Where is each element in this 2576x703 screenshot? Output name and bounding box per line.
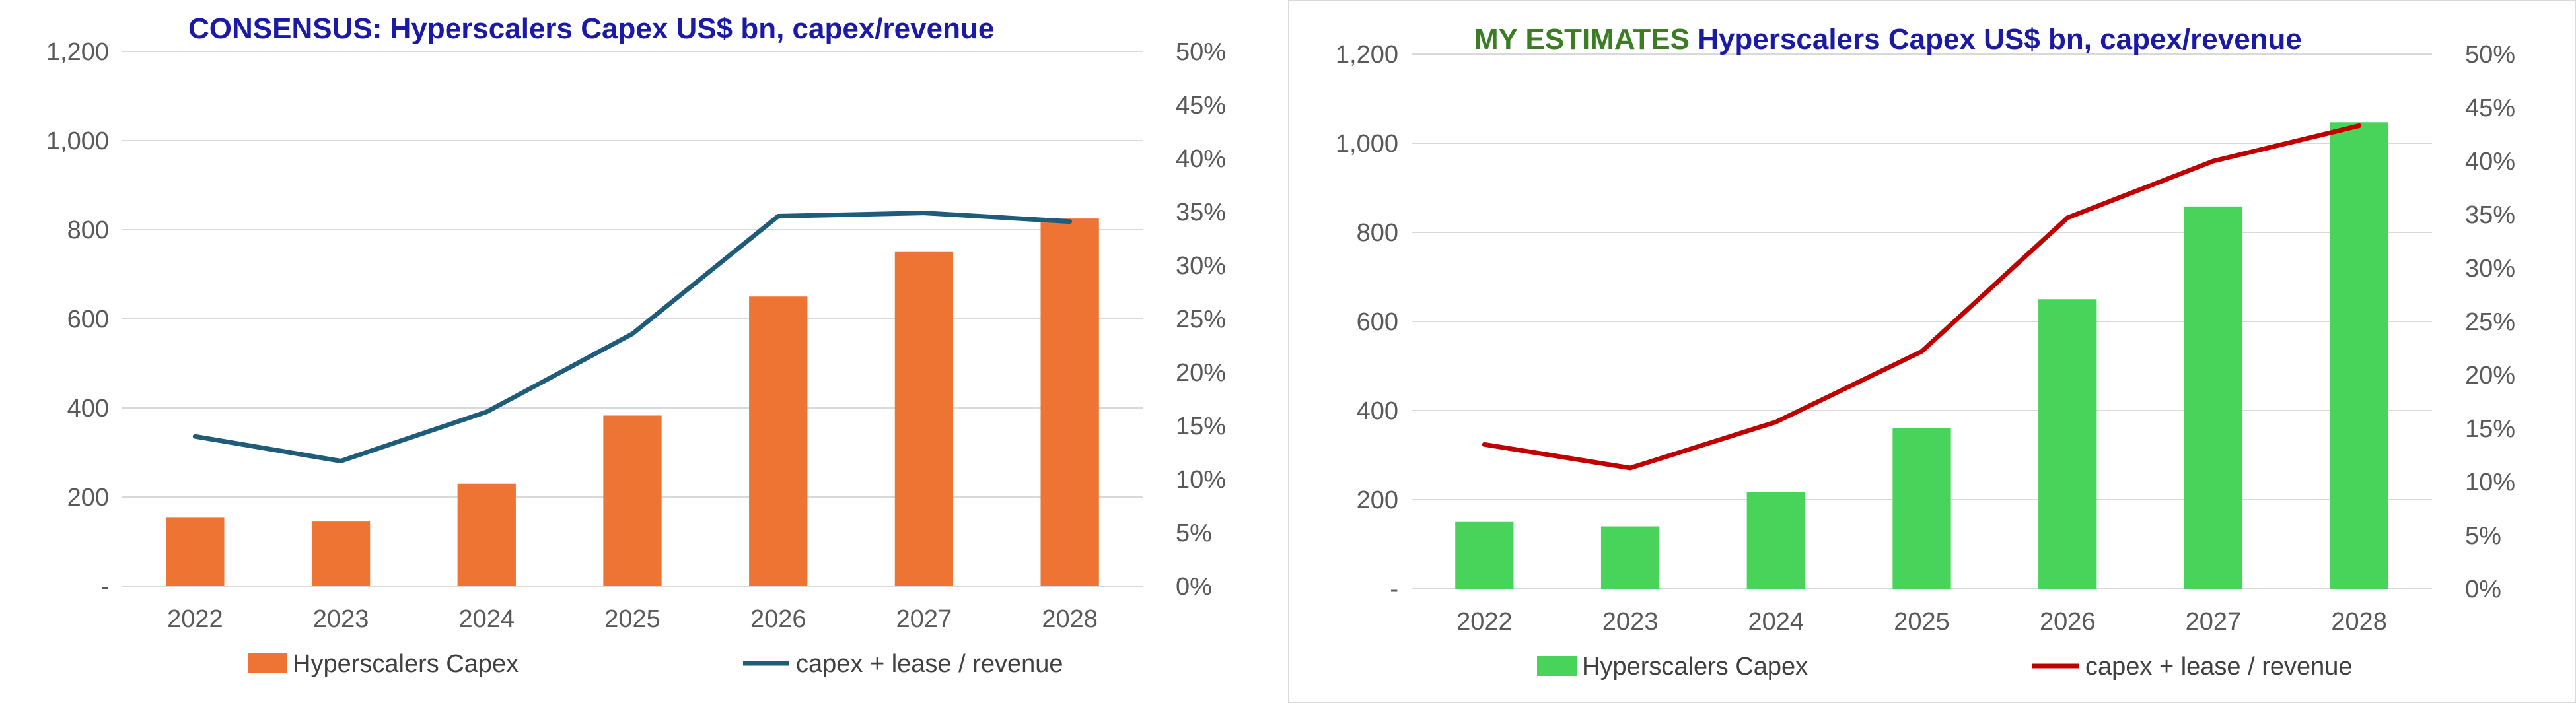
- y-left-tick-label: 800: [1357, 219, 1398, 247]
- y-left-tick-label: -: [1390, 576, 1398, 603]
- bar-2023: [1600, 526, 1660, 589]
- bar-2025: [603, 415, 662, 586]
- y-right-tick-label: 5%: [2465, 522, 2501, 550]
- bar-2026: [2038, 299, 2097, 589]
- x-tick-label: 2023: [313, 605, 369, 633]
- x-tick-label: 2023: [1602, 608, 1659, 636]
- bar-2027: [2184, 206, 2243, 589]
- chart-title-main: Hyperscalers Capex US$ bn, capex/revenue: [1698, 23, 2302, 55]
- x-tick-label: 2025: [1894, 608, 1950, 636]
- y-left-tick-label: 400: [1357, 397, 1398, 425]
- x-tick-label: 2025: [604, 605, 661, 633]
- y-right-tick-label: 0%: [2465, 576, 2501, 603]
- chart-my-estimates: - 200 400 600 800 1,000 1,200 0% 5% 10% 15% 20% 25% 3…: [1336, 23, 2515, 681]
- y-axis-left: - 200 400 600 800 1,000 1,200: [46, 38, 109, 601]
- y-axis-right: 0% 5% 10% 15% 20% 25% 30% 35% 40% 45% 50%: [2465, 41, 2515, 603]
- chart-title-prefix: CONSENSUS:: [188, 13, 390, 45]
- chart-consensus: - 200 400 600 800 1,000 1,200 0% 5% 10% 15% 20% 25% 3…: [46, 13, 1226, 678]
- line-series: [192, 211, 1073, 463]
- chart-panel-my-estimates: - 200 400 600 800 1,000 1,200 0% 5% 10% 15% 20% 25% 3…: [1288, 0, 2576, 703]
- x-tick-label: 2028: [2331, 608, 2387, 636]
- y-axis-right: 0% 5% 10% 15% 20% 25% 30% 35% 40% 45% 50%: [1176, 38, 1226, 601]
- legend-swatch-bar: [1537, 656, 1577, 676]
- chart-title: MY ESTIMATES Hyperscalers Capex US$ bn, …: [1474, 23, 2302, 55]
- x-axis: 2022 2023 2024 2025 2026 2027 2028: [1456, 608, 2387, 636]
- x-tick-label: 2027: [2186, 608, 2242, 636]
- y-right-tick-label: 0%: [1176, 573, 1212, 601]
- chart-panel-consensus: - 200 400 600 800 1,000 1,200 0% 5% 10% 15% 20% 25% 3…: [46, 13, 1227, 678]
- legend-label-line: capex + lease / revenue: [2085, 653, 2353, 681]
- y-left-tick-label: 800: [67, 217, 109, 244]
- bar-series: [166, 218, 1099, 586]
- bar-2022: [1455, 521, 1514, 589]
- y-left-tick-label: 400: [67, 395, 109, 422]
- y-right-tick-label: 20%: [1176, 359, 1226, 387]
- legend: Hyperscalers Capex capex + lease / revenu…: [248, 650, 1063, 678]
- bar-2026: [749, 296, 808, 586]
- y-left-tick-label: 1,000: [46, 127, 109, 155]
- bar-series: [1455, 122, 2388, 589]
- x-tick-label: 2022: [1456, 608, 1513, 636]
- y-right-tick-label: 35%: [1176, 199, 1226, 226]
- y-right-tick-label: 10%: [1176, 466, 1226, 494]
- y-left-tick-label: 1,200: [1336, 41, 1398, 69]
- legend-label-bar: Hyperscalers Capex: [1582, 653, 1808, 681]
- y-axis-left: - 200 400 600 800 1,000 1,200: [1336, 41, 1398, 603]
- x-tick-label: 2028: [1042, 605, 1098, 633]
- x-axis: 2022 2023 2024 2025 2026 2027 2028: [167, 605, 1098, 633]
- line-series: [1482, 123, 2362, 471]
- x-tick-label: 2024: [1748, 608, 1805, 636]
- y-right-tick-label: 15%: [1176, 413, 1226, 440]
- y-right-tick-label: 10%: [2465, 469, 2515, 496]
- y-right-tick-label: 40%: [1176, 145, 1226, 173]
- gridlines: [122, 51, 1143, 587]
- bar-2023: [311, 521, 371, 586]
- bar-2024: [457, 483, 516, 586]
- chart-title-main: Hyperscalers Capex US$ bn, capex/revenue: [390, 13, 995, 45]
- y-right-tick-label: 35%: [2465, 201, 2515, 229]
- y-left-tick-label: 600: [1357, 308, 1398, 336]
- y-right-tick-label: 30%: [2465, 255, 2515, 283]
- chart-title: CONSENSUS: Hyperscalers Capex US$ bn, ca…: [188, 13, 994, 45]
- y-left-tick-label: 600: [67, 306, 109, 333]
- bar-2024: [1746, 492, 1805, 589]
- y-right-tick-label: 15%: [2465, 415, 2515, 443]
- x-tick-label: 2026: [750, 605, 806, 633]
- x-tick-label: 2022: [167, 605, 223, 633]
- x-tick-label: 2026: [2040, 608, 2096, 636]
- y-left-tick-label: 200: [1357, 486, 1398, 514]
- gridlines: [1412, 53, 2432, 589]
- y-right-tick-label: 50%: [2465, 41, 2515, 69]
- bar-2028: [1040, 218, 1099, 586]
- bar-2022: [166, 517, 225, 586]
- y-right-tick-label: 50%: [1176, 38, 1226, 66]
- y-right-tick-label: 45%: [2465, 94, 2515, 122]
- bar-2027: [894, 251, 954, 586]
- y-left-tick-label: 200: [67, 484, 109, 512]
- y-left-tick-label: -: [100, 573, 109, 601]
- bar-2025: [1892, 428, 1951, 589]
- y-right-tick-label: 25%: [2465, 308, 2515, 336]
- y-left-tick-label: 1,000: [1336, 130, 1398, 158]
- chart-title-prefix: MY ESTIMATES: [1474, 23, 1698, 55]
- x-tick-label: 2024: [459, 605, 515, 633]
- y-right-tick-label: 25%: [1176, 306, 1226, 333]
- y-right-tick-label: 45%: [1176, 92, 1226, 119]
- y-right-tick-label: 20%: [2465, 362, 2515, 389]
- x-tick-label: 2027: [896, 605, 952, 633]
- legend: Hyperscalers Capex capex + lease / revenu…: [1537, 653, 2353, 681]
- legend-label-bar: Hyperscalers Capex: [293, 650, 519, 678]
- y-right-tick-label: 40%: [2465, 148, 2515, 176]
- y-right-tick-label: 5%: [1176, 519, 1212, 547]
- bar-2028: [2330, 122, 2388, 589]
- legend-swatch-bar: [248, 653, 287, 673]
- y-left-tick-label: 1,200: [46, 38, 109, 66]
- legend-label-line: capex + lease / revenue: [796, 650, 1063, 678]
- y-right-tick-label: 30%: [1176, 252, 1226, 280]
